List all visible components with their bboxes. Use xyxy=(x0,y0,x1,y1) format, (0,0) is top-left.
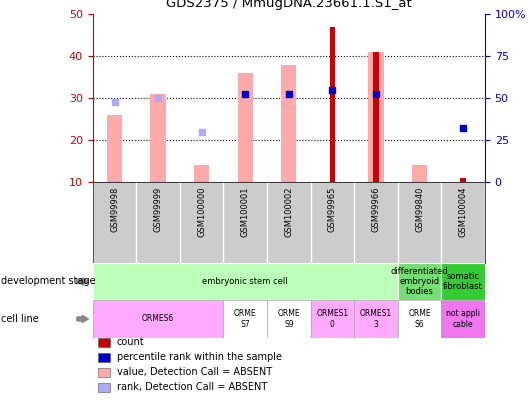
Bar xyxy=(107,115,122,182)
Text: not appli
cable: not appli cable xyxy=(446,309,480,328)
Text: GSM99965: GSM99965 xyxy=(328,186,337,232)
Text: ORMES1
3: ORMES1 3 xyxy=(360,309,392,328)
Text: GSM100001: GSM100001 xyxy=(241,186,250,237)
Point xyxy=(198,129,206,135)
Text: rank, Detection Call = ABSENT: rank, Detection Call = ABSENT xyxy=(117,382,267,392)
Text: GSM99999: GSM99999 xyxy=(154,186,163,232)
Text: differentiated
embryoid
bodies: differentiated embryoid bodies xyxy=(391,266,448,296)
Bar xyxy=(368,52,384,182)
Text: ORME
S7: ORME S7 xyxy=(234,309,257,328)
Text: GSM99966: GSM99966 xyxy=(372,186,381,232)
Bar xyxy=(373,52,379,182)
Bar xyxy=(398,263,441,300)
Bar xyxy=(441,300,485,338)
Bar xyxy=(93,263,398,300)
Bar xyxy=(412,165,427,182)
Text: GSM100004: GSM100004 xyxy=(458,186,467,237)
Point xyxy=(110,99,119,106)
Bar xyxy=(398,300,441,338)
Text: GSM100002: GSM100002 xyxy=(285,186,293,237)
Point xyxy=(459,124,467,131)
Bar xyxy=(311,300,354,338)
Text: ORME
S6: ORME S6 xyxy=(408,309,431,328)
Bar xyxy=(330,27,335,182)
Bar xyxy=(354,300,398,338)
Bar xyxy=(224,300,267,338)
Bar xyxy=(441,263,485,300)
Text: percentile rank within the sample: percentile rank within the sample xyxy=(117,352,281,362)
Text: cell line: cell line xyxy=(1,314,39,324)
Text: ORME
S9: ORME S9 xyxy=(278,309,300,328)
Point xyxy=(328,87,337,93)
Bar xyxy=(461,178,466,182)
Point xyxy=(154,95,162,101)
Text: count: count xyxy=(117,337,144,347)
Bar xyxy=(93,300,224,338)
Bar xyxy=(281,64,296,182)
Text: development stage: development stage xyxy=(1,277,96,286)
Text: GSM99998: GSM99998 xyxy=(110,186,119,232)
Point xyxy=(372,91,380,97)
Bar xyxy=(267,300,311,338)
Point xyxy=(285,91,293,97)
Bar xyxy=(151,94,166,182)
Bar xyxy=(194,165,209,182)
Text: GSM99840: GSM99840 xyxy=(415,186,424,232)
Text: ORMES6: ORMES6 xyxy=(142,314,174,324)
Text: value, Detection Call = ABSENT: value, Detection Call = ABSENT xyxy=(117,367,272,377)
Title: GDS2375 / MmugDNA.23661.1.S1_at: GDS2375 / MmugDNA.23661.1.S1_at xyxy=(166,0,412,10)
Text: embryonic stem cell: embryonic stem cell xyxy=(202,277,288,286)
Point xyxy=(241,91,250,97)
Text: ORMES1
0: ORMES1 0 xyxy=(316,309,349,328)
Text: GSM100000: GSM100000 xyxy=(197,186,206,237)
Bar xyxy=(237,73,253,182)
Text: somatic
fibroblast: somatic fibroblast xyxy=(443,272,483,291)
